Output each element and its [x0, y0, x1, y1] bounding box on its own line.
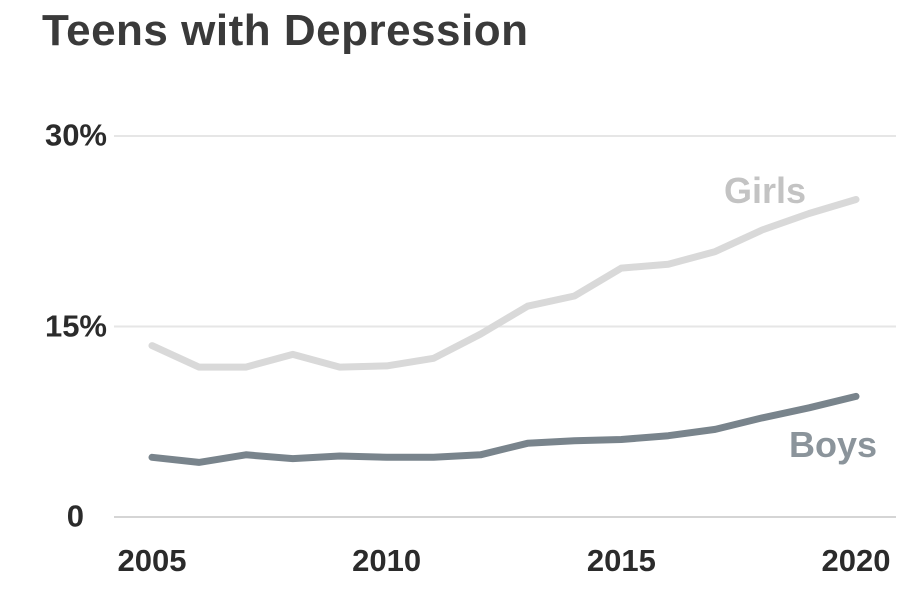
chart-title: Teens with Depression [42, 6, 529, 55]
series-label-boys: Boys [788, 424, 878, 465]
series-line-boys [148, 392, 860, 466]
series-label-girls: Girls [723, 170, 807, 211]
x-tick-label-2005: 2005 [117, 543, 187, 578]
x-tick-label-2020: 2020 [821, 543, 891, 578]
x-tick-label-2010: 2010 [352, 543, 422, 578]
x-tick-label-2015: 2015 [586, 543, 656, 578]
series-line-girls [148, 196, 860, 371]
y-tick-label-15: 15% [44, 307, 107, 343]
y-tick-label-30: 30% [44, 117, 107, 153]
y-tick-label-0: 0 [66, 498, 84, 534]
